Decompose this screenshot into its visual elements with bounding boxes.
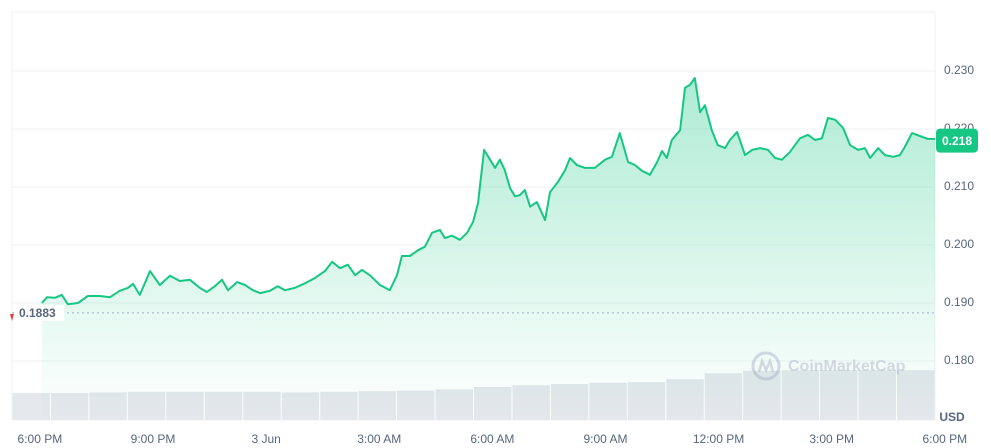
- reference-label: 0.1883: [19, 306, 56, 320]
- price-line: [41, 77, 935, 306]
- price-area: [41, 78, 935, 419]
- watermark: CoinMarketCap: [751, 351, 906, 381]
- x-tick-label: 12:00 PM: [693, 432, 744, 446]
- y-tick-label: 0.200: [944, 237, 974, 251]
- watermark-logo: [751, 351, 781, 381]
- current-price-label: 0.218: [942, 134, 972, 148]
- current-price-badge: [936, 128, 978, 153]
- y-tick-label: 0.190: [944, 295, 974, 309]
- y-tick-label: 0.230: [944, 63, 974, 77]
- x-tick-label: 9:00 AM: [583, 432, 627, 446]
- x-tick-label: 3 Jun: [251, 432, 280, 446]
- reference-marker: [10, 314, 14, 321]
- currency-label: USD: [939, 410, 965, 424]
- x-tick-label: 3:00 AM: [357, 432, 401, 446]
- y-tick-label: 0.210: [944, 179, 974, 193]
- x-tick-label: 3:00 PM: [809, 432, 854, 446]
- x-tick-label: 6:00 AM: [470, 432, 514, 446]
- x-tick-label: 9:00 PM: [131, 432, 176, 446]
- x-tick-label: 6:00 PM: [18, 432, 63, 446]
- watermark-text: CoinMarketCap: [788, 358, 906, 375]
- y-tick-label: 0.180: [944, 353, 974, 367]
- watermark-logo-mark: [757, 357, 775, 374]
- reference-label-bg: [16, 304, 64, 321]
- x-tick-label: 6:00 PM: [922, 432, 967, 446]
